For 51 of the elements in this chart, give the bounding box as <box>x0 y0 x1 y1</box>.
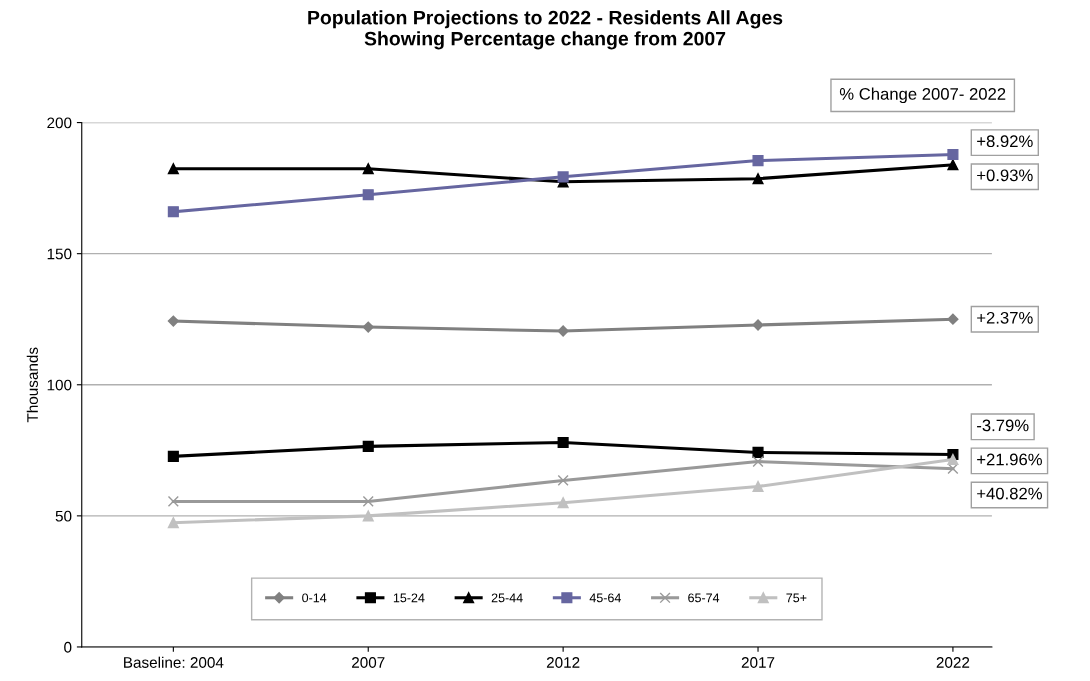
point <box>752 446 764 458</box>
annotation: +2.37% <box>977 311 1033 324</box>
y-axis-title: Thousands <box>26 347 38 423</box>
annotation: +8.92% <box>977 135 1033 148</box>
x-tick-label: 2017 <box>741 657 775 668</box>
point <box>362 495 374 507</box>
legend-label: 45-64 <box>589 593 621 603</box>
legend-label: 75+ <box>786 593 807 603</box>
point <box>752 173 764 185</box>
point <box>167 315 179 327</box>
annotation: +40.82% <box>977 487 1042 500</box>
legend-label: 25-44 <box>491 593 523 603</box>
point <box>167 450 179 462</box>
point <box>752 456 764 468</box>
point <box>557 325 569 337</box>
x-tick-label: 2022 <box>936 657 970 668</box>
point <box>557 497 569 509</box>
point <box>362 163 374 175</box>
point <box>947 313 959 325</box>
point <box>167 163 179 175</box>
y-tick-label: 150 <box>47 248 72 260</box>
y-tick-label: 50 <box>55 510 72 522</box>
x-tick-label: 2007 <box>352 657 385 668</box>
y-tick-label: 200 <box>47 117 72 129</box>
point <box>557 474 569 487</box>
text: % Change 2007- 2022 <box>839 87 1006 104</box>
point <box>947 159 959 171</box>
chart-title: Population Projections to 2022 - Residents All Ages Showing Percentage change from 2007 <box>308 10 783 50</box>
point <box>362 510 374 522</box>
annotation: +21.96% <box>977 453 1042 466</box>
y-tick-label: 100 <box>47 379 72 391</box>
point <box>362 440 374 452</box>
point <box>362 321 374 333</box>
point <box>752 155 764 167</box>
legend-label: 0-14 <box>302 593 327 603</box>
point <box>947 453 959 466</box>
y-tick-label: 0 <box>64 641 72 653</box>
legend-label: 65-74 <box>688 593 720 603</box>
point <box>167 495 179 507</box>
point <box>557 436 569 449</box>
legend-label: 15-24 <box>393 593 425 603</box>
annotation: +0.93% <box>977 169 1033 182</box>
point <box>947 149 959 161</box>
point <box>557 171 569 183</box>
x-tick-label: 2012 <box>546 657 580 668</box>
point <box>362 189 374 201</box>
annotation: -3.79% <box>977 419 1029 432</box>
point <box>752 480 764 493</box>
x-tick-label: Baseline: 2004 <box>124 656 224 668</box>
point <box>167 206 179 218</box>
point <box>167 517 179 529</box>
